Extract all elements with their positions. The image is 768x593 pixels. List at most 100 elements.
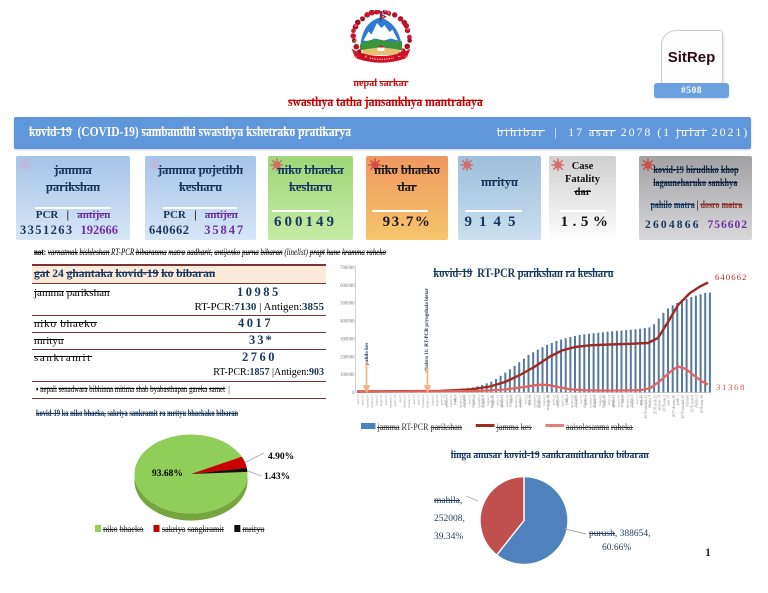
svg-text:falgun 9: falgun 9 (430, 395, 434, 406)
svg-text:baisakh 4: baisakh 4 (477, 395, 481, 408)
svg-text:falgun 9: falgun 9 (542, 395, 546, 406)
svg-text:asar 15: asar 15 (635, 395, 639, 405)
svg-text:asar 15: asar 15 (356, 395, 360, 405)
svg-text:bhadra 5: bhadra 5 (648, 395, 652, 408)
svg-text:mangsir 2: mangsir 2 (389, 395, 393, 408)
svg-text:2078 jesth 25: 2078 jesth 25 (653, 395, 657, 415)
svg-text:2078 asar 1: 2078 asar 1 (663, 395, 667, 412)
svg-text:kartik 19: kartik 19 (505, 395, 509, 407)
svg-text:mangsir: mangsir (509, 394, 513, 407)
svg-text:asoj 6: asoj 6 (509, 395, 513, 403)
svg-text:asoj 22: asoj 22 (639, 395, 643, 406)
svg-text:500000: 500000 (340, 302, 355, 307)
svg-text:chaitra 2: chaitra 2 (471, 395, 475, 408)
svg-text:bhadra 23: bhadra 23 (514, 395, 518, 408)
svg-text:baisakh: baisakh (685, 395, 689, 407)
svg-text:falgun 9: falgun 9 (375, 395, 379, 406)
svg-text:asar 15: asar 15 (667, 395, 671, 406)
svg-text:magh 26: magh 26 (547, 395, 551, 407)
svg-text:push 14: push 14 (607, 395, 611, 406)
svg-text:chaitra 2: chaitra 2 (583, 395, 587, 408)
svg-text:baisakh: baisakh (574, 395, 578, 407)
svg-text:falgun 9: falgun 9 (592, 395, 596, 408)
svg-text:300000: 300000 (340, 337, 355, 342)
svg-text:asoj 6: asoj 6 (565, 395, 569, 403)
svg-text:baisakh 4: baisakh 4 (533, 395, 537, 408)
svg-text:2078 baisakh 12: 2078 baisakh 12 (644, 395, 648, 419)
svg-text:mangsir 2: mangsir 2 (612, 395, 616, 408)
svg-text:asar 15: asar 15 (412, 395, 416, 405)
svg-text:bhadra 5: bhadra 5 (537, 395, 541, 408)
svg-text:baisakh: baisakh (462, 395, 466, 407)
svg-text:push 11: push 11 (499, 395, 503, 407)
svg-text:magh 26: magh 26 (379, 395, 383, 407)
svg-text:chaitra 21: chaitra 21 (593, 395, 597, 408)
svg-text:asoj 22: asoj 22 (527, 395, 531, 406)
svg-text:magh 26: magh 26 (602, 395, 606, 408)
svg-text:mangsir 2: mangsir 2 (444, 395, 448, 408)
svg-text:640662: 640662 (715, 272, 747, 282)
svg-text:jesth 18: jesth 18 (416, 395, 420, 407)
svg-text:jesth 18: jesth 18 (640, 395, 644, 407)
svg-text:srawan 19: srawan 19 (657, 395, 661, 411)
svg-text:mangsir 2: mangsir 2 (500, 395, 504, 408)
svg-text:chaitra 21: chaitra 21 (482, 395, 486, 408)
svg-text:chaitra 21: chaitra 21 (537, 395, 541, 408)
svg-text:700000: 700000 (340, 266, 355, 271)
svg-text:2077 chaitra 18: 2077 chaitra 18 (672, 395, 676, 418)
svg-text:jesth 1: jesth 1 (453, 395, 457, 406)
svg-text:asar 15: asar 15 (523, 395, 527, 405)
svg-text:bhadra 23: bhadra 23 (403, 395, 407, 408)
svg-text:jesth 1: jesth 1 (564, 395, 568, 406)
svg-text:asar 15: asar 15 (555, 395, 559, 406)
svg-text:bhadra 23: bhadra 23 (626, 395, 630, 408)
svg-text:push 14: push 14 (384, 395, 388, 406)
svg-text:mangsir 2: mangsir 2 (556, 395, 560, 408)
svg-text:jesth 18: jesth 18 (584, 395, 588, 407)
svg-text:400000: 400000 (340, 320, 355, 325)
svg-text:falgun 9: falgun 9 (481, 395, 485, 408)
svg-text:push 14: push 14 (496, 395, 500, 406)
svg-text:falgun 9: falgun 9 (486, 395, 490, 406)
svg-text:falgun 9: falgun 9 (598, 395, 602, 406)
svg-text:srawan 11: srawan 11 (407, 395, 411, 409)
svg-text:pahilo kes: pahilo kes (364, 343, 370, 365)
svg-text:kartik 19: kartik 19 (449, 395, 453, 407)
svg-text:baisakh 4: baisakh 4 (589, 395, 593, 408)
svg-text:srawan 11: srawan 11 (519, 395, 523, 409)
svg-text:kartik 19: kartik 19 (393, 395, 397, 407)
svg-text:asar 15: asar 15 (468, 395, 472, 405)
svg-text:srawan 19: srawan 19 (546, 395, 550, 411)
svg-text:chaitra 11: RT-PCR pryogshala: chaitra 11: RT-PCR pryogshala bistar (424, 287, 430, 372)
svg-text:push 11: push 11 (611, 395, 615, 407)
svg-text:2078 baisakh 29: 2078 baisakh 29 (681, 395, 685, 419)
svg-text:baisakh 4: baisakh 4 (421, 395, 425, 408)
svg-text:magh 26: magh 26 (602, 395, 606, 407)
svg-text:magh 26: magh 26 (435, 395, 439, 407)
svg-text:600000: 600000 (340, 284, 355, 289)
svg-text:magh 26: magh 26 (491, 395, 495, 407)
svg-text:0: 0 (352, 391, 355, 396)
svg-text:100000: 100000 (340, 373, 355, 378)
svg-text:bhadra 23: bhadra 23 (570, 395, 574, 408)
svg-text:kartik 19: kartik 19 (561, 395, 565, 407)
svg-text:asoj 6: asoj 6 (398, 395, 402, 403)
svg-text:chaitra 2: chaitra 2 (695, 395, 699, 408)
svg-text:jesth 1: jesth 1 (676, 395, 680, 406)
svg-text:asoj 6: asoj 6 (454, 395, 458, 403)
svg-text:asar 15: asar 15 (444, 395, 448, 406)
svg-text:bhadra 23: bhadra 23 (458, 395, 462, 408)
svg-text:magh 26: magh 26 (490, 395, 494, 408)
svg-text:chaitra 21: chaitra 21 (370, 395, 374, 408)
svg-text:2078 jesth 8: 2078 jesth 8 (691, 395, 695, 413)
svg-text:srawan 11: srawan 11 (575, 395, 579, 409)
svg-text:srawan 11: srawan 11 (630, 395, 634, 409)
svg-text:kartik 7: kartik 7 (518, 395, 522, 407)
svg-text:push 14: push 14 (440, 395, 444, 406)
svg-text:mangsir: mangsir (620, 394, 624, 407)
svg-text:kartik 7: kartik 7 (630, 395, 634, 407)
svg-text:push 14: push 14 (551, 395, 555, 406)
svg-text:baisakh 4: baisakh 4 (365, 395, 369, 408)
svg-text:chaitra 21: chaitra 21 (426, 395, 430, 408)
svg-text:2078 asar 15: 2078 asar 15 (700, 395, 704, 414)
